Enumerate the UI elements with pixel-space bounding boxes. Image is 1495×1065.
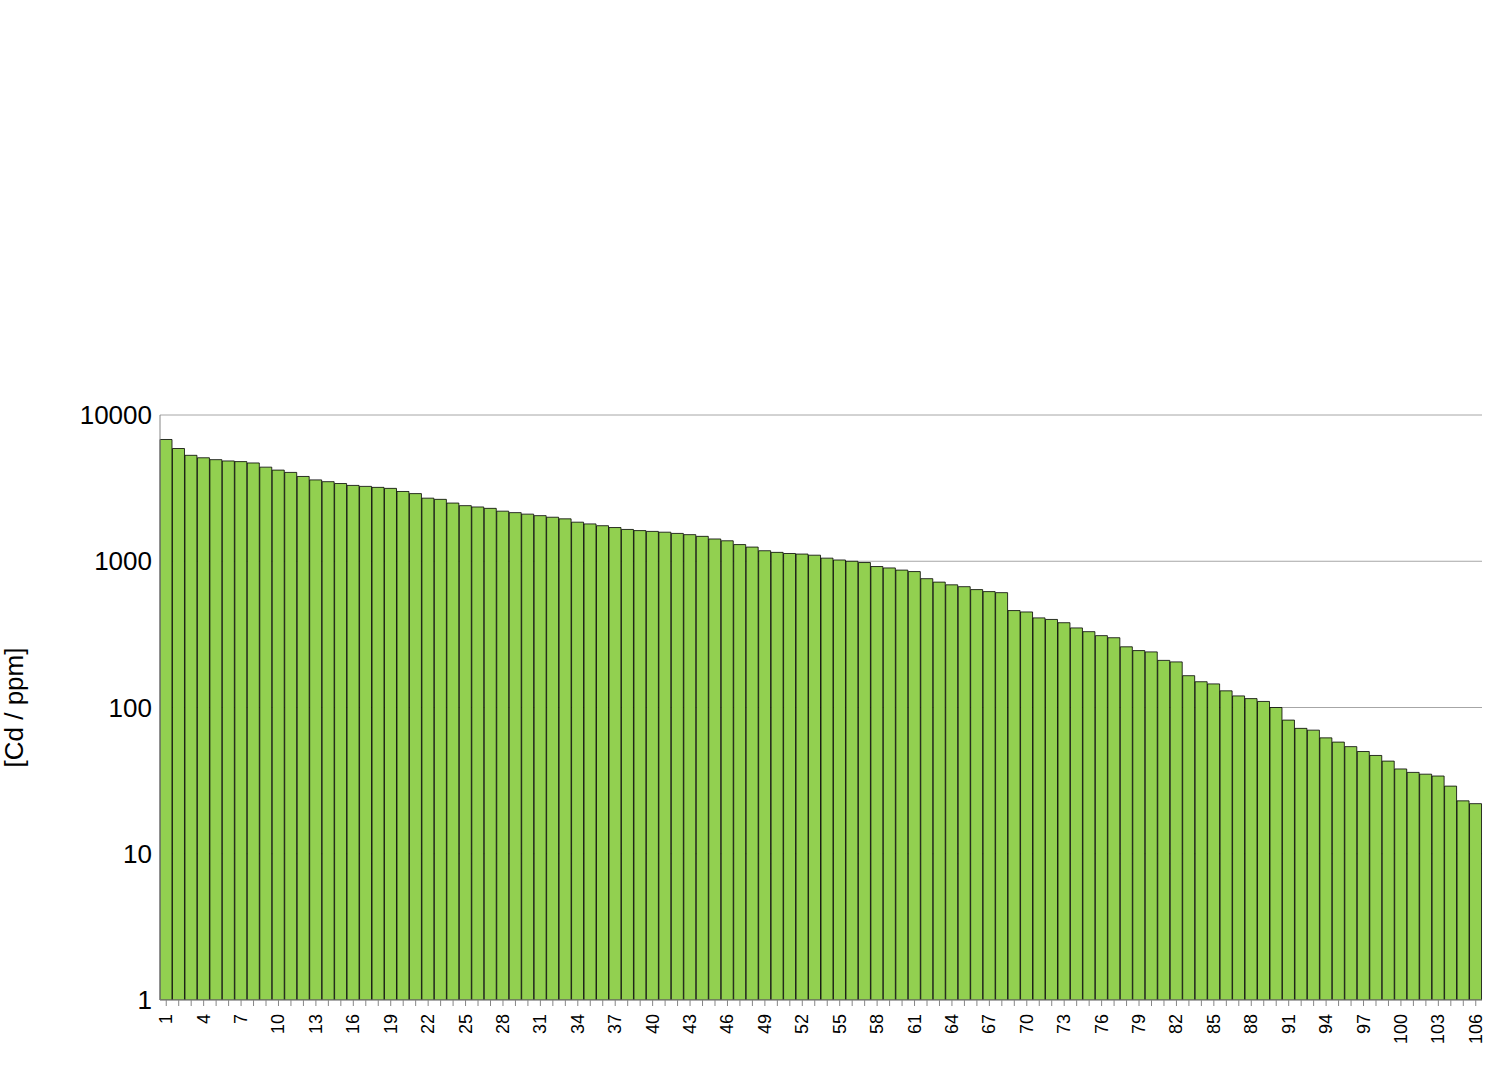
svg-text:13: 13 xyxy=(306,1014,326,1034)
svg-text:43: 43 xyxy=(680,1014,700,1034)
svg-text:82: 82 xyxy=(1166,1014,1186,1034)
svg-text:70: 70 xyxy=(1017,1014,1037,1034)
svg-text:4: 4 xyxy=(194,1014,214,1024)
svg-text:94: 94 xyxy=(1316,1014,1336,1034)
svg-text:10: 10 xyxy=(123,839,152,869)
svg-text:52: 52 xyxy=(792,1014,812,1034)
svg-text:49: 49 xyxy=(755,1014,775,1034)
svg-text:100: 100 xyxy=(109,693,152,723)
svg-text:31: 31 xyxy=(530,1014,550,1034)
svg-text:16: 16 xyxy=(343,1014,363,1034)
svg-text:10: 10 xyxy=(268,1014,288,1034)
svg-text:55: 55 xyxy=(830,1014,850,1034)
svg-text:[Cd / ppm]: [Cd / ppm] xyxy=(0,648,29,768)
svg-text:37: 37 xyxy=(605,1014,625,1034)
svg-text:22: 22 xyxy=(418,1014,438,1034)
svg-text:46: 46 xyxy=(717,1014,737,1034)
svg-text:28: 28 xyxy=(493,1014,513,1034)
svg-text:76: 76 xyxy=(1092,1014,1112,1034)
svg-text:19: 19 xyxy=(381,1014,401,1034)
svg-text:25: 25 xyxy=(456,1014,476,1034)
svg-text:97: 97 xyxy=(1354,1014,1374,1034)
svg-text:1000: 1000 xyxy=(94,546,152,576)
svg-text:10000: 10000 xyxy=(80,400,152,430)
svg-text:79: 79 xyxy=(1129,1014,1149,1034)
svg-text:67: 67 xyxy=(979,1014,999,1034)
svg-text:88: 88 xyxy=(1241,1014,1261,1034)
svg-text:103: 103 xyxy=(1428,1014,1448,1044)
svg-text:40: 40 xyxy=(643,1014,663,1034)
svg-text:73: 73 xyxy=(1054,1014,1074,1034)
svg-text:100: 100 xyxy=(1391,1014,1411,1044)
svg-text:7: 7 xyxy=(231,1014,251,1024)
svg-text:106: 106 xyxy=(1466,1014,1486,1044)
svg-text:34: 34 xyxy=(568,1014,588,1034)
svg-text:85: 85 xyxy=(1204,1014,1224,1034)
svg-text:91: 91 xyxy=(1279,1014,1299,1034)
svg-text:64: 64 xyxy=(942,1014,962,1034)
svg-text:58: 58 xyxy=(867,1014,887,1034)
svg-text:1: 1 xyxy=(156,1014,176,1024)
svg-text:1: 1 xyxy=(138,985,152,1015)
svg-text:61: 61 xyxy=(905,1014,925,1034)
